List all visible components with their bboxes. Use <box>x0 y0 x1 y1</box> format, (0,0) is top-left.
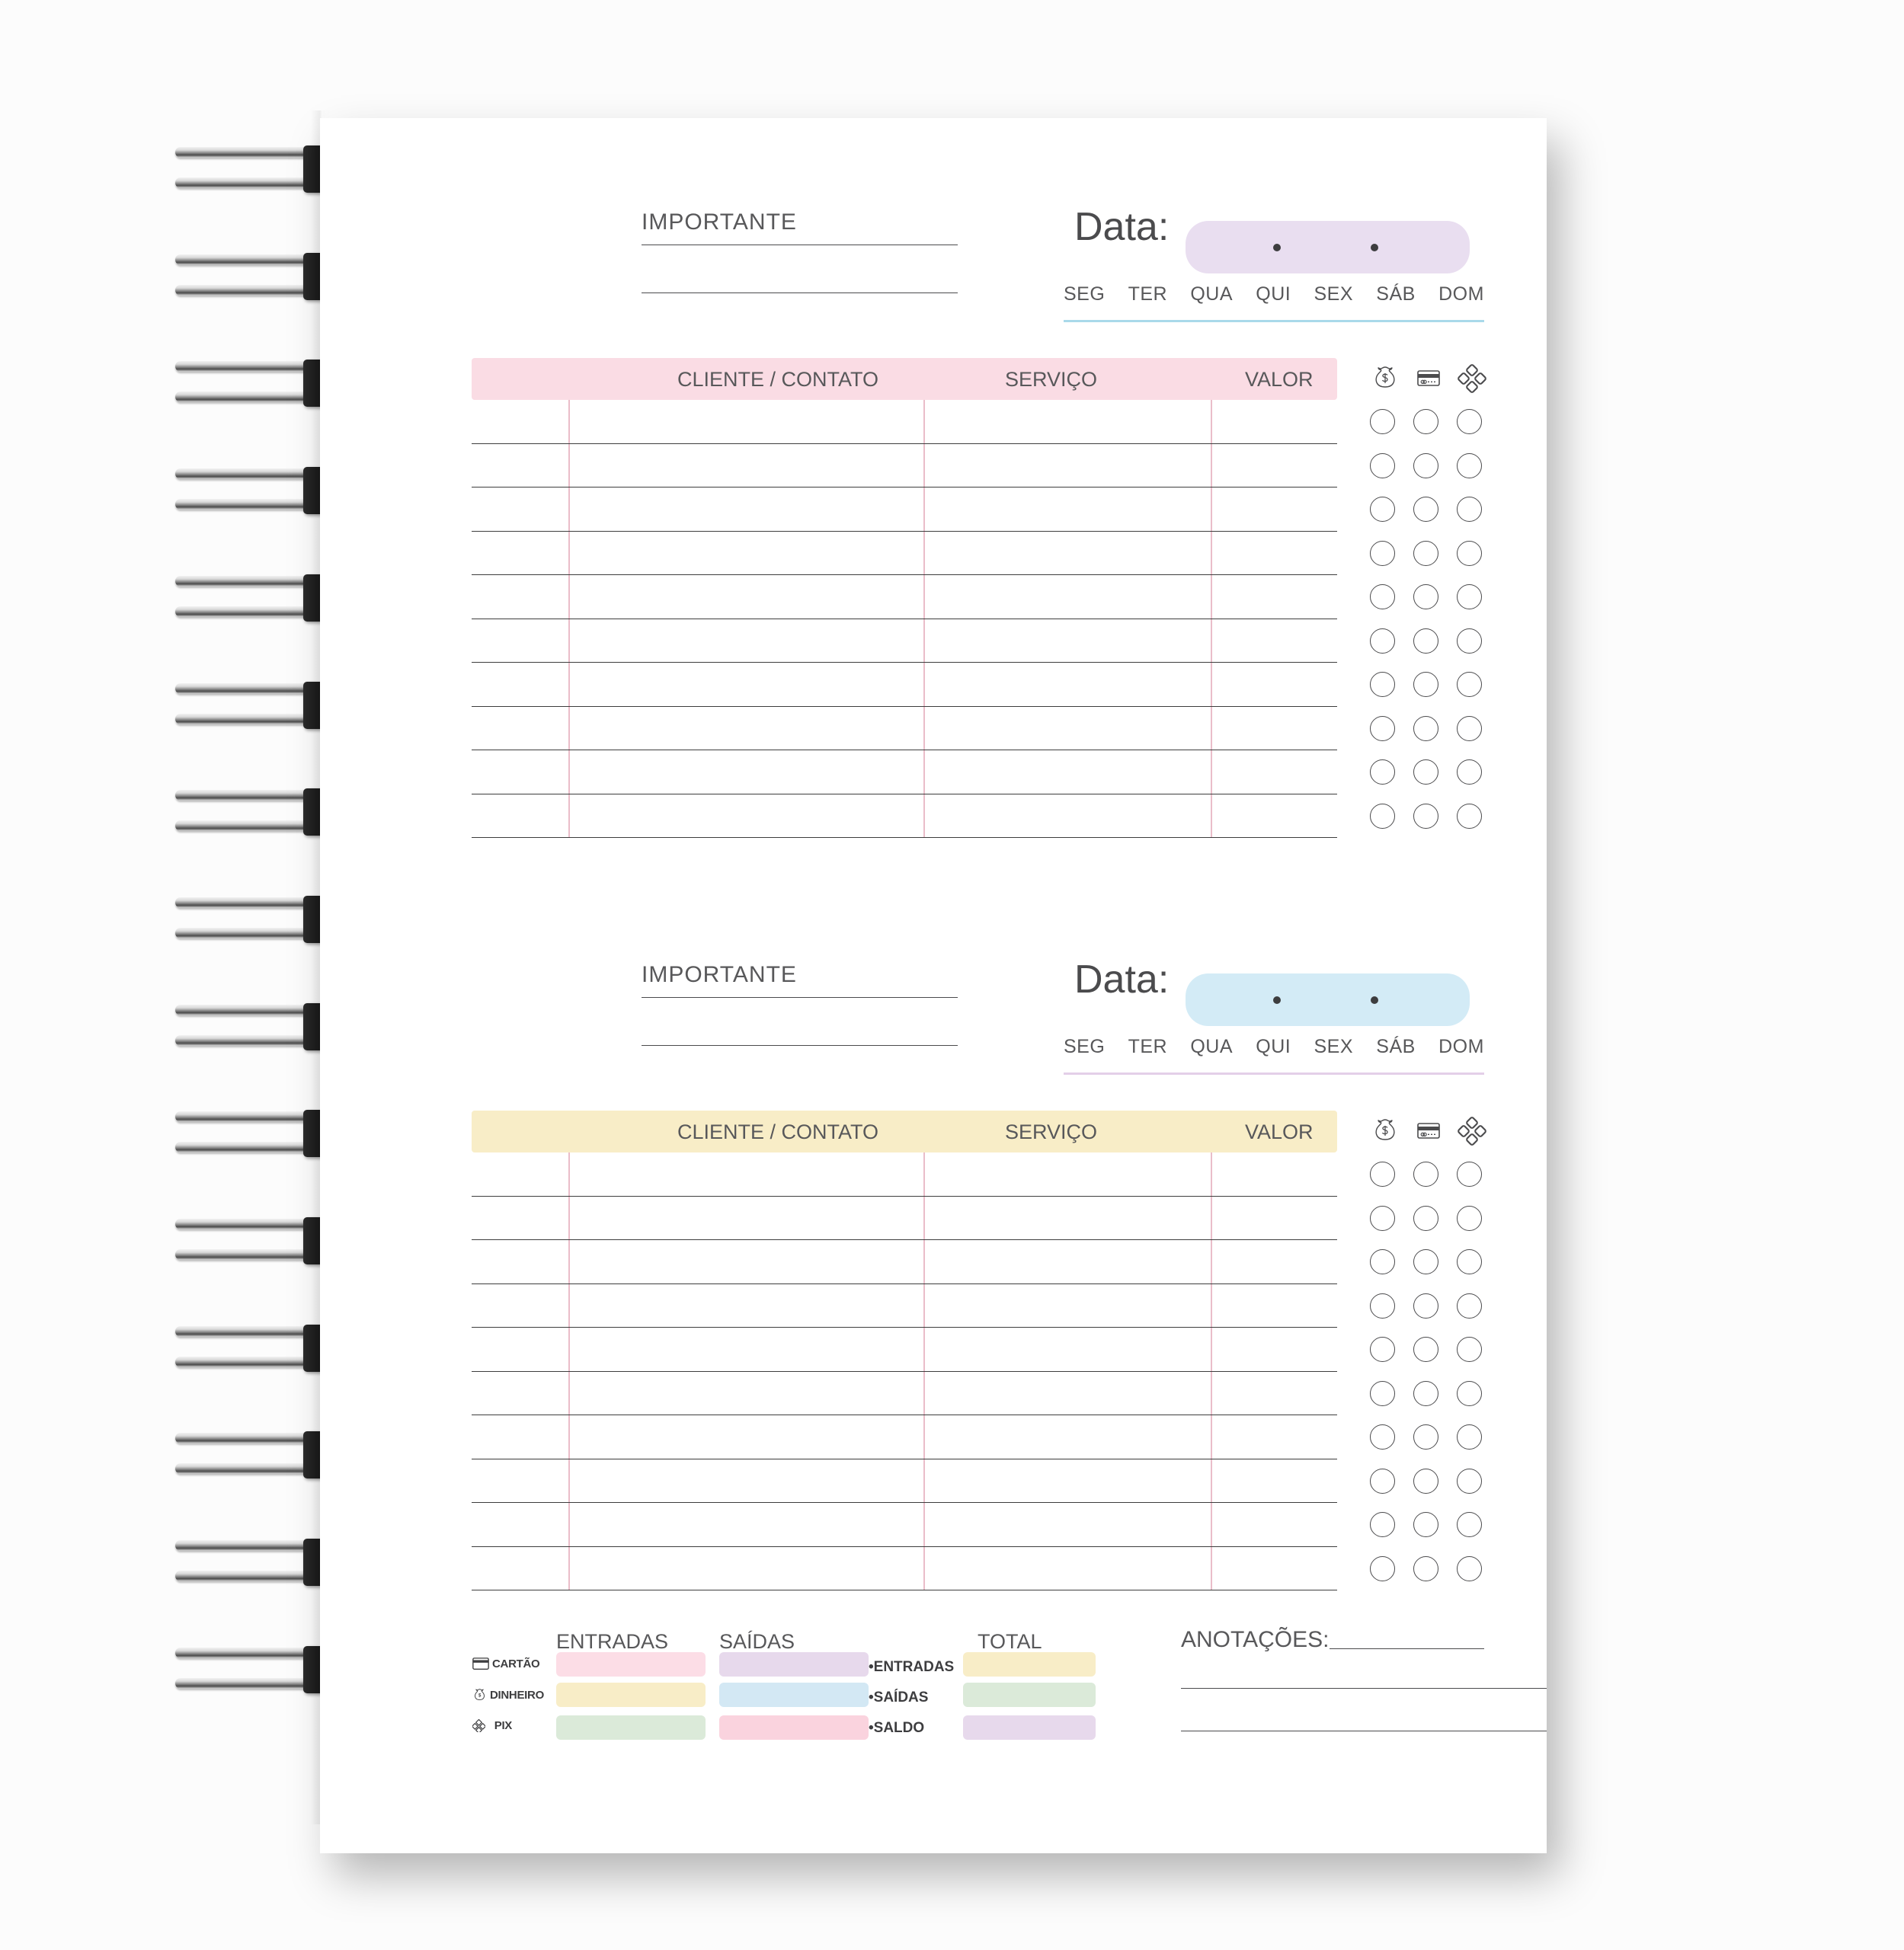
svg-text:$: $ <box>478 1694 482 1699</box>
